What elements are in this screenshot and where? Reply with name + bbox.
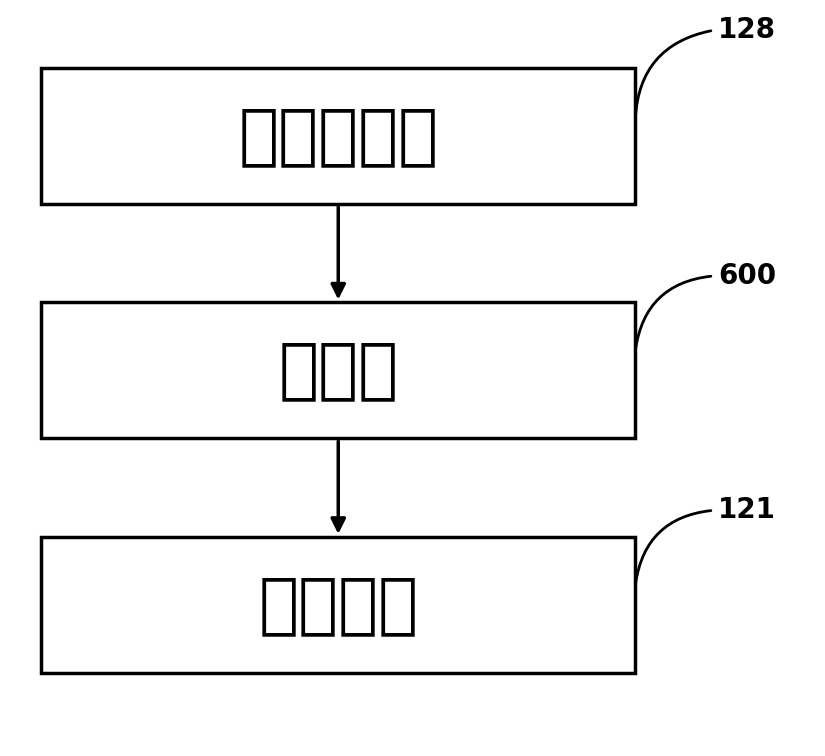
FancyArrowPatch shape: [635, 31, 711, 118]
Text: 128: 128: [718, 16, 776, 45]
Text: 光敏传感器: 光敏传感器: [238, 103, 438, 169]
Text: 处理器: 处理器: [278, 337, 398, 404]
Bar: [41, 302, 635, 438]
Text: 600: 600: [718, 262, 776, 290]
Bar: [41, 537, 635, 673]
Text: 转向电机: 转向电机: [258, 572, 418, 638]
Text: 121: 121: [718, 496, 776, 525]
Bar: [41, 68, 635, 204]
FancyArrowPatch shape: [635, 510, 711, 583]
FancyArrowPatch shape: [635, 276, 711, 349]
